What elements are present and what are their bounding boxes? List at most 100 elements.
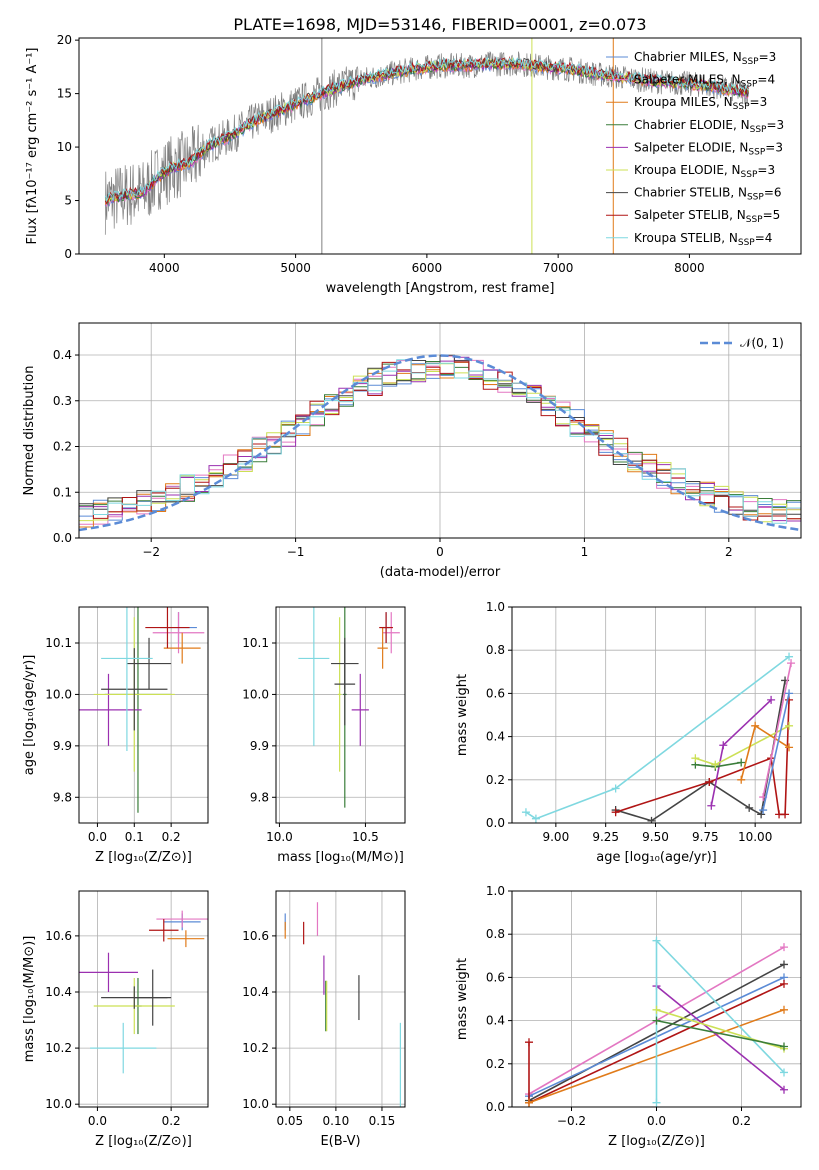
y-tick-label: 0.1	[53, 485, 72, 499]
x-tick-label: 0.15	[369, 1114, 396, 1128]
weight-marker-kroupa_stelib	[780, 1068, 788, 1077]
x-tick-label: 0.10	[323, 1114, 350, 1128]
y-tick-label: 1.0	[486, 884, 505, 898]
weight-marker-chabrier_miles	[785, 689, 794, 698]
legend-label-salpeter_miles: Salpeter MILES, NSSP=4	[634, 73, 775, 90]
plot-area	[284, 902, 401, 1107]
age-vs-Z-panel: 0.0 0.1 0.2 9.8 9.9 10.0 10.1 Z [log₁₀(Z/Z⊙)] ag…	[22, 606, 209, 865]
y-axis-label: mass weight	[455, 674, 470, 756]
legend: Chabrier MILES, NSSP=3 Salpeter MILES, NS…	[606, 50, 784, 248]
y-tick-label: 0.0	[53, 531, 72, 545]
x-tick-label: 10.5	[352, 830, 379, 844]
y-tick-label: 0.2	[486, 773, 505, 787]
y-tick-label: 0.6	[486, 686, 505, 700]
model-spectrum-line-kroupa_stelib	[104, 56, 749, 203]
legend-label-salpeter_elodie: Salpeter ELODIE, NSSP=3	[634, 140, 783, 157]
weight-marker-kroupa_miles	[525, 1098, 533, 1107]
y-tick-label: 10.1	[45, 636, 72, 650]
weight-marker-kroupa_elodie	[711, 760, 720, 769]
y-tick-label: 0.6	[486, 970, 505, 984]
y-tick-label: 9.8	[250, 790, 269, 804]
weight-marker-salpeter_elodie	[719, 741, 728, 750]
x-tick-label: 8000	[674, 261, 705, 275]
x-tick-label: 0.0	[88, 830, 107, 844]
weight-line-chabrier_miles	[762, 693, 790, 811]
weight-marker-salpeter_stelib	[525, 1038, 533, 1047]
weight-marker-kroupa_miles	[780, 1005, 788, 1014]
y-tick-label: 10.6	[45, 929, 72, 943]
x-axis-label: wavelength [Angstrom, rest frame]	[326, 281, 555, 296]
weight-marker-chabrier_stelib	[745, 803, 754, 812]
y-tick-label: 0.2	[53, 440, 72, 454]
x-axis-label: Z [log₁₀(Z/Z⊙)]	[95, 850, 192, 865]
weight-marker-kroupa_stelib	[611, 784, 620, 793]
weight-marker-chabrier_stelib	[757, 810, 766, 819]
x-tick-label: 0.2	[732, 1114, 751, 1128]
weight-vs-Z-panel: −0.2 0.0 0.2 0.0 0.2 0.4 0.6 0.8 1.0 Z [log₁₀(Z/Z…	[455, 884, 802, 1149]
y-tick-label: 10	[57, 140, 72, 154]
y-tick-label: 0.4	[486, 1014, 505, 1028]
y-tick-label: 0.0	[486, 816, 505, 830]
mass-vs-ebv-panel: 0.05 0.10 0.15 10.0 10.2 10.4 10.6 E(B-V)	[242, 890, 406, 1149]
legend-label-normal: 𝒩(0, 1)	[740, 336, 784, 350]
x-tick-label: 9.00	[542, 830, 569, 844]
y-tick-label: 10.4	[45, 985, 72, 999]
x-tick-label: 7000	[543, 261, 574, 275]
weight-marker-chabrier_elodie	[780, 1042, 788, 1051]
y-axis-label: Normed distribution	[22, 366, 37, 496]
y-tick-label: 0.8	[486, 927, 505, 941]
weight-marker-salpeter_stelib	[781, 810, 790, 819]
x-tick-label: 9.25	[592, 830, 619, 844]
weight-marker-salpeter_elodie	[780, 1085, 788, 1094]
y-axis-label: mass weight	[455, 958, 470, 1040]
weight-marker-chabrier_stelib	[647, 816, 656, 823]
x-tick-label: 0.0	[88, 1114, 107, 1128]
x-axis-label: Z [log₁₀(Z/Z⊙)]	[95, 1134, 192, 1149]
y-tick-label: 1.0	[486, 600, 505, 614]
histogram-salpeter_stelib	[79, 361, 801, 521]
plot-area	[79, 910, 208, 1074]
x-tick-label: 6000	[412, 261, 443, 275]
weight-marker-kroupa_miles	[751, 721, 760, 730]
y-tick-label: 10.1	[242, 636, 269, 650]
x-tick-label: −0.2	[557, 1114, 586, 1128]
x-axis-label: age [log₁₀(age/yr)]	[596, 850, 717, 865]
legend-label-chabrier_elodie: Chabrier ELODIE, NSSP=3	[634, 118, 784, 135]
weight-marker-kroupa_miles	[737, 775, 746, 784]
x-axis-label: E(B-V)	[320, 1134, 360, 1149]
y-tick-label: 10.0	[242, 1097, 269, 1111]
weight-marker-salpeter_miles	[787, 659, 796, 668]
y-tick-label: 0.2	[486, 1057, 505, 1071]
axes-frame	[78, 606, 209, 824]
x-tick-label: 5000	[280, 261, 311, 275]
weight-marker-salpeter_elodie	[707, 801, 716, 810]
weight-line-kroupa_stelib	[525, 656, 790, 820]
x-tick-label: 2	[725, 545, 733, 559]
legend-label-chabrier_miles: Chabrier MILES, NSSP=3	[634, 50, 776, 67]
y-tick-label: 10.0	[45, 1097, 72, 1111]
legend-label-chabrier_stelib: Chabrier STELIB, NSSP=6	[634, 186, 782, 203]
figure-title: PLATE=1698, MJD=53146, FIBERID=0001, z=0…	[233, 15, 646, 34]
x-tick-label: 4000	[149, 261, 180, 275]
weight-marker-kroupa_elodie	[691, 754, 700, 763]
plot-area	[79, 607, 205, 813]
axes-frame	[275, 890, 406, 1108]
y-axis-label: mass [log₁₀(M/M⊙)]	[22, 936, 37, 1063]
axes-frame	[275, 606, 406, 824]
weight-marker-kroupa_elodie	[785, 721, 794, 730]
y-axis-label: Flux [fλ10⁻¹⁷ erg cm⁻² s⁻¹ A⁻¹]	[25, 48, 40, 245]
weight-marker-kroupa_miles	[785, 743, 794, 752]
y-tick-label: 0.8	[486, 643, 505, 657]
y-tick-label: 10.0	[45, 687, 72, 701]
x-tick-label: 10.00	[738, 830, 772, 844]
y-axis-label: age [log₁₀(age/yr)]	[22, 655, 37, 776]
x-tick-label: 0	[436, 545, 444, 559]
weight-line-chabrier_stelib	[615, 680, 786, 822]
y-tick-label: 0.4	[486, 730, 505, 744]
weight-marker-chabrier_elodie	[652, 1016, 661, 1025]
weight-line-salpeter_miles	[762, 663, 792, 798]
x-axis-label: Z [log₁₀(Z/Z⊙)]	[608, 1134, 705, 1149]
residuals-panel: −2 −1 0 1 2 0.0 0.1 0.2 0.3 0.4 (data-model)/error…	[22, 322, 802, 580]
age-vs-mass-panel: 10.0 10.5 9.8 9.9 10.0 10.1 mass [log₁₀(M/M⊙)]	[242, 606, 406, 865]
